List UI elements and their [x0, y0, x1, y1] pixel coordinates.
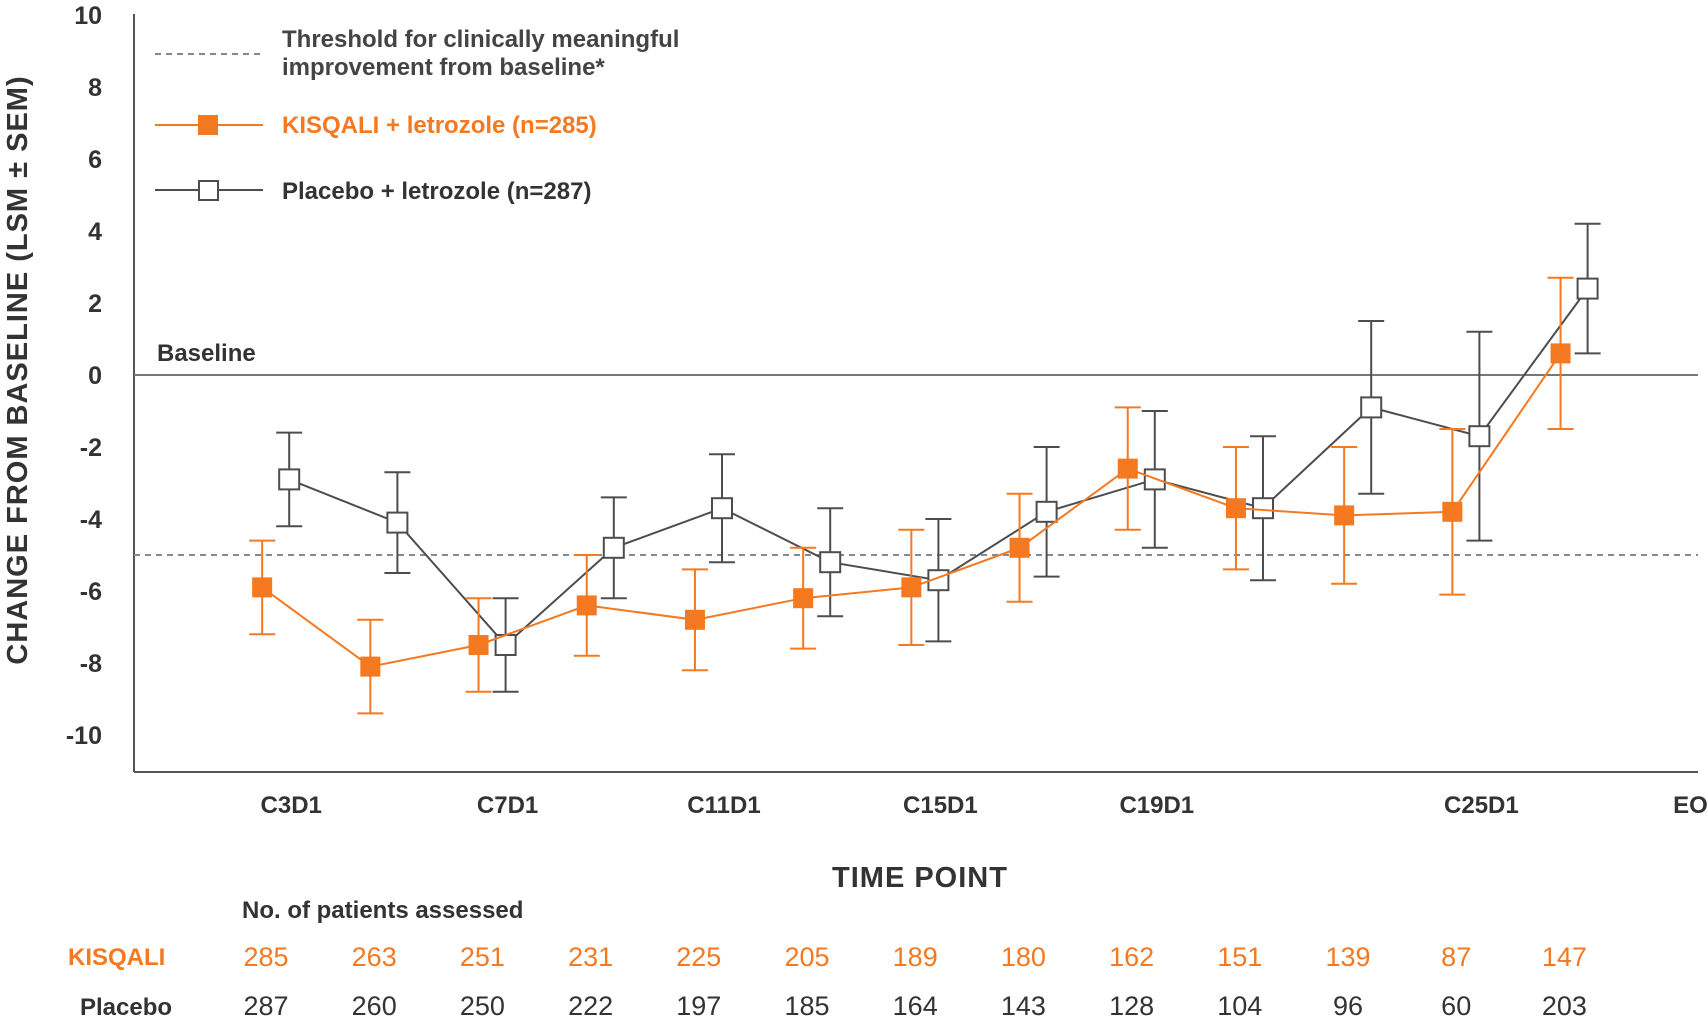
- y-tick-label: 10: [74, 2, 102, 30]
- patient-count: 285: [243, 942, 288, 972]
- x-axis-title: TIME POINT: [832, 862, 1008, 894]
- series-kisqali: [249, 276, 1574, 715]
- data-point: [278, 468, 301, 491]
- patient-count: 143: [1001, 991, 1046, 1021]
- data-point: [901, 577, 922, 598]
- data-point: [1468, 425, 1491, 448]
- patient-count: 147: [1542, 942, 1587, 972]
- patient-count: 260: [352, 991, 397, 1021]
- baseline-label: Baseline: [157, 340, 256, 367]
- data-point: [819, 551, 842, 574]
- patient-count: 96: [1333, 991, 1363, 1021]
- x-tick-label: C7D1: [477, 792, 538, 819]
- x-tick-labels: C3D1 C7D1 C11D1 C15D1 C19D1 C25D1 EOT: [261, 792, 1708, 819]
- data-point: [576, 595, 597, 616]
- patient-count: 231: [568, 942, 613, 972]
- legend-kisqali-marker: [198, 115, 218, 135]
- data-point: [1117, 458, 1138, 479]
- patient-counts: 285 263 251 231 225 205 189 180 162 151 139 87 147 28…: [243, 942, 1586, 1021]
- data-point: [1334, 505, 1355, 526]
- data-point: [468, 635, 489, 655]
- y-tick-label: 8: [88, 74, 102, 102]
- legend: Threshold for clinically meaningful impr…: [155, 26, 679, 205]
- patients-header: No. of patients assessed: [242, 897, 523, 924]
- data-point: [793, 588, 814, 609]
- data-point: [684, 609, 705, 630]
- legend-threshold-label-line2: improvement from baseline*: [282, 54, 605, 81]
- data-point: [1035, 500, 1058, 523]
- patient-count: 225: [676, 942, 721, 972]
- patient-count: 251: [460, 942, 505, 972]
- patient-count: 104: [1217, 991, 1262, 1021]
- patient-count: 185: [784, 991, 829, 1021]
- patient-count: 151: [1217, 942, 1262, 972]
- kisqali-row-label: KISQALI: [68, 944, 165, 971]
- data-point: [1550, 343, 1571, 364]
- data-point: [1252, 497, 1274, 520]
- patient-count: 197: [676, 991, 721, 1021]
- patient-count: 250: [460, 991, 505, 1021]
- patient-count: 222: [568, 991, 613, 1021]
- y-tick-label: 2: [88, 290, 102, 318]
- patient-count: 287: [243, 991, 288, 1021]
- data-point: [1225, 498, 1246, 519]
- data-point: [1009, 537, 1030, 558]
- y-tick-labels: 10 8 6 4 2 0 -2 -4 -6 -8 -10: [66, 2, 102, 750]
- y-axis-title: CHANGE FROM BASELINE (LSM ± SEM): [2, 75, 34, 664]
- data-point: [252, 577, 273, 598]
- patient-count: 162: [1109, 942, 1154, 972]
- data-point: [386, 511, 409, 534]
- y-tick-label: 4: [88, 218, 102, 246]
- legend-kisqali-label: KISQALI + letrozole (n=285): [282, 112, 597, 139]
- x-tick-label: C25D1: [1444, 792, 1519, 819]
- data-point: [602, 536, 625, 559]
- patient-count: 203: [1542, 991, 1587, 1021]
- data-point: [1576, 277, 1599, 300]
- patient-count: 189: [893, 942, 938, 972]
- y-tick-label: -10: [66, 722, 102, 750]
- legend-placebo-label: Placebo + letrozole (n=287): [282, 178, 591, 205]
- x-tick-label: EOT: [1673, 792, 1708, 819]
- x-tick-label: C15D1: [903, 792, 978, 819]
- patient-count: 87: [1441, 942, 1471, 972]
- series-placebo: [276, 222, 1601, 693]
- placebo-row-label: Placebo: [80, 994, 172, 1021]
- patient-count: 263: [352, 942, 397, 972]
- data-point: [1442, 501, 1463, 522]
- patient-count: 60: [1441, 991, 1471, 1021]
- patient-count: 139: [1325, 942, 1370, 972]
- x-tick-label: C19D1: [1119, 792, 1194, 819]
- y-tick-label: -6: [80, 578, 102, 606]
- patient-count: 128: [1109, 991, 1154, 1021]
- patient-count: 164: [893, 991, 938, 1021]
- y-tick-label: -2: [80, 434, 102, 462]
- patient-count: 205: [784, 942, 829, 972]
- data-point: [711, 497, 733, 520]
- patient-count: 180: [1001, 942, 1046, 972]
- x-tick-label: C3D1: [261, 792, 322, 819]
- data-point: [360, 656, 381, 677]
- legend-placebo-marker: [198, 180, 219, 201]
- y-tick-label: -4: [80, 506, 102, 534]
- legend-threshold-label-line1: Threshold for clinically meaningful: [282, 26, 679, 53]
- data-point: [1360, 396, 1383, 419]
- y-tick-label: 6: [88, 146, 102, 174]
- y-tick-label: -8: [80, 650, 102, 678]
- x-tick-label: C11D1: [687, 792, 760, 819]
- series-layer: [249, 222, 1601, 715]
- y-tick-label: 0: [88, 362, 102, 390]
